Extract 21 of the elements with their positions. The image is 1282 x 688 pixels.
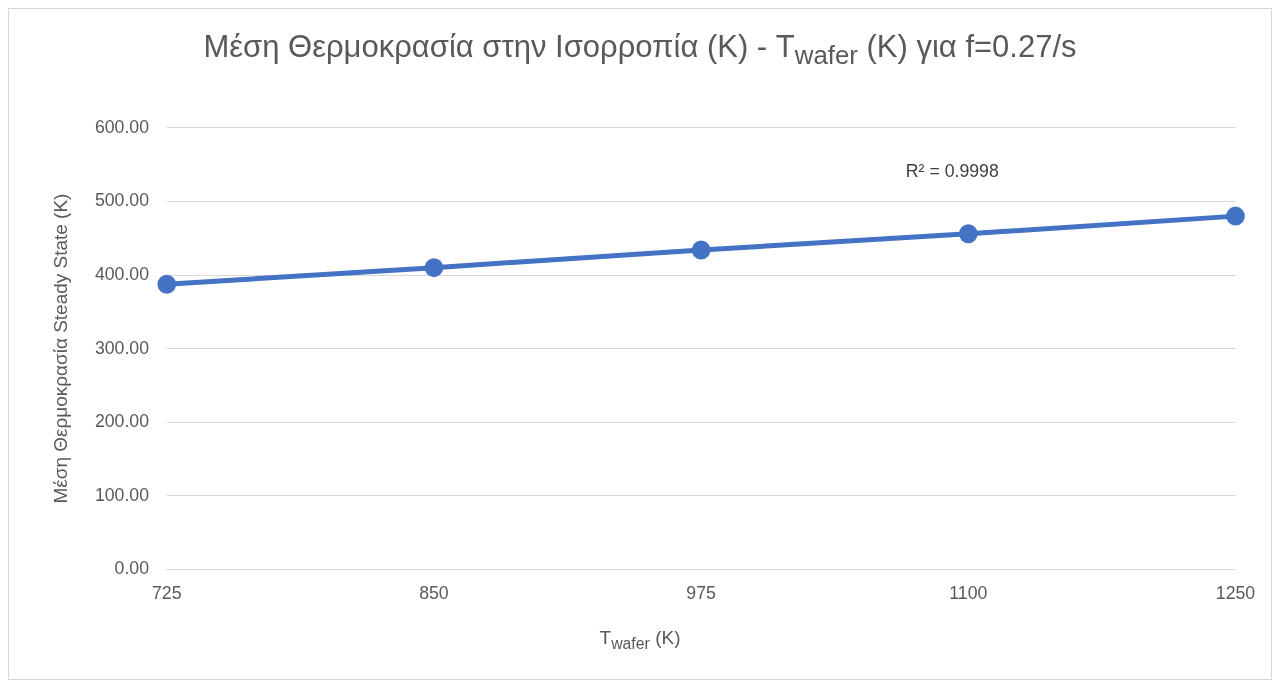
point bbox=[691, 240, 711, 260]
x-tick-label: 725 bbox=[151, 583, 182, 604]
x-tick-label: 850 bbox=[419, 583, 449, 604]
point bbox=[424, 258, 444, 278]
x-tick-label: 975 bbox=[686, 583, 716, 604]
point bbox=[958, 224, 978, 244]
point bbox=[157, 274, 177, 294]
y-tick-label: 200.00 bbox=[94, 411, 150, 432]
y-tick-label: 400.00 bbox=[94, 263, 150, 284]
y-tick-label: 500.00 bbox=[94, 190, 150, 211]
y-tick-label: 600.00 bbox=[94, 116, 150, 137]
x-tick-label: 1100 bbox=[949, 583, 988, 604]
y-tick-label: 0.00 bbox=[114, 558, 150, 579]
annotation: R² = 0.9998 bbox=[905, 160, 999, 181]
y-axis-title: Μέση Θερμοκρασία Steady State (K) bbox=[50, 193, 72, 504]
point bbox=[1226, 206, 1245, 226]
x-axis-title: T$_{wafer}$ (K) bbox=[598, 627, 682, 653]
chart-title: Μέση Θερμοκρασία στην Ισορροπία (K) - T$_{wafer}$ (K) για f=0.27/s bbox=[202, 29, 1078, 71]
x-tick-label: 1250 bbox=[1215, 583, 1256, 604]
y-tick-label: 100.00 bbox=[94, 484, 150, 505]
y-tick-label: 300.00 bbox=[94, 337, 150, 358]
